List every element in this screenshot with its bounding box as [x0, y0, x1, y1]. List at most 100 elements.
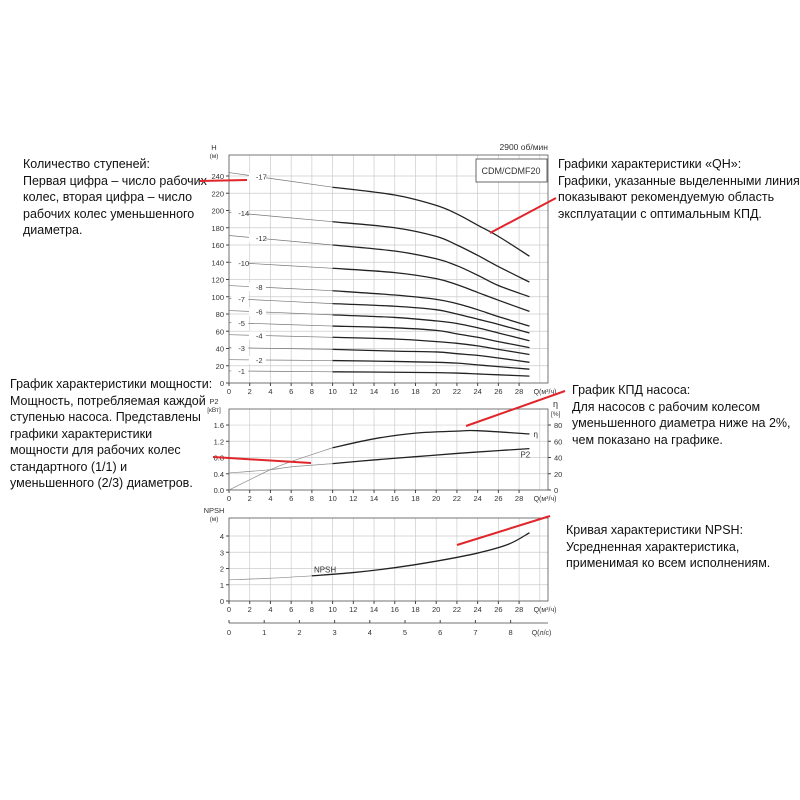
stage-label-bg: [248, 355, 266, 364]
qh-curve--7: [332, 303, 530, 334]
npsh-xtick-label: 8: [310, 605, 314, 614]
stages-annotation: Количество ступеней: Первая цифра – число…: [23, 156, 207, 239]
power-frame: [228, 408, 549, 491]
npsh-yunit: (м): [210, 516, 219, 523]
qh-ytick-label: 20: [216, 362, 224, 371]
npsh-ytick-label: 0: [220, 597, 224, 606]
stage-label-bg: [231, 367, 249, 376]
npsh-xtick-label: 4: [268, 605, 272, 614]
q-ls-tick-label: 4: [368, 628, 372, 637]
npsh-xtick-label: 12: [349, 605, 357, 614]
qh-curve--12: [332, 244, 530, 298]
npsh-curve: [311, 532, 530, 577]
npsh-xtick-label: 26: [494, 605, 502, 614]
qh-curve--3: [332, 348, 530, 363]
qh-curve-thin--8: [228, 285, 333, 292]
power-yunit: [кВт]: [207, 407, 221, 414]
qh-xtick-label: 0: [227, 387, 231, 396]
annotation-line: колес, вторая цифра – число: [23, 190, 193, 204]
npsh-xtick-label: 10: [328, 605, 336, 614]
qh-ylabel: H: [211, 143, 216, 152]
stage-label-bg: [248, 172, 266, 181]
annotation-line: чем показано на графике.: [572, 432, 723, 447]
power-xtick-label: 0: [227, 494, 231, 503]
npsh-xtick-label: 22: [453, 605, 461, 614]
series-label: P2: [520, 451, 530, 460]
annotation-line: Первая цифра – число рабочих: [23, 173, 207, 188]
power-xtick-label: 26: [494, 494, 502, 503]
power-xtick-label: 10: [328, 494, 336, 503]
stage-label: -14: [238, 209, 249, 218]
speed-label: 2900 об/мин: [499, 142, 548, 152]
power-ytick-label: 0.4: [214, 470, 224, 479]
curve-thin-P2: [228, 463, 333, 474]
npsh-ytick-label: 1: [220, 581, 224, 590]
qh-ytick-label: 200: [211, 207, 224, 216]
stage-label-bg: [248, 282, 266, 291]
annotation-pointer: [456, 515, 551, 546]
qh-xtick-label: 26: [494, 387, 502, 396]
qh-curve-thin--17: [228, 172, 333, 188]
annotation-line: уменьшенного (2/3) диаметров.: [10, 476, 193, 490]
power-xtick-label: 4: [268, 494, 272, 503]
annotation-line: График КПД насоса:: [572, 383, 691, 397]
stage-label: -12: [256, 234, 267, 243]
stage-label: -6: [256, 308, 263, 317]
stage-label: -7: [238, 295, 245, 304]
stage-label: -10: [238, 259, 249, 268]
annotation-line: диаметра.: [23, 223, 83, 237]
q-ls-tick-label: 8: [509, 628, 513, 637]
eta-ylabel: η: [553, 399, 558, 409]
annotation-line: Усредненная характеристика,: [566, 539, 740, 554]
stage-label-bg: [248, 307, 266, 316]
qh-curve-thin--4: [228, 334, 333, 338]
eta-ytick-label: 20: [554, 470, 562, 479]
npsh-ytick-label: 4: [220, 532, 224, 541]
series-label: η: [533, 430, 537, 439]
annotation-line: Количество ступеней:: [23, 157, 150, 171]
curve-p2: [332, 447, 530, 465]
qh-xtick-label: 18: [411, 387, 419, 396]
qh-annotation: Графики характеристики «QH»: Графики, ука…: [558, 156, 800, 222]
qh-curve--1: [332, 371, 530, 377]
annotation-line: График характеристики мощности:: [10, 377, 213, 391]
qh-ytick-label: 180: [211, 224, 224, 233]
qh-xtick-label: 20: [432, 387, 440, 396]
stage-label-bg: [231, 318, 249, 327]
npsh-ytick-label: 2: [220, 565, 224, 574]
stage-label-bg: [248, 331, 266, 340]
npsh-xtick-label: 16: [391, 605, 399, 614]
qh-ytick-label: 100: [211, 293, 224, 302]
qh-ytick-label: 60: [216, 327, 224, 336]
q-ls-tick-label: 1: [262, 628, 266, 637]
stage-label: -4: [256, 331, 263, 340]
annotation-line: Графики характеристики «QH»:: [558, 157, 742, 171]
eta-ytick-label: 80: [554, 421, 562, 430]
npsh-frame: [228, 517, 549, 602]
qh-curve--10: [332, 267, 530, 313]
qh-ytick-label: 140: [211, 258, 224, 267]
qh-curve--6: [332, 314, 530, 342]
power-ylabel: P2: [209, 397, 218, 406]
qh-xtick-label: 16: [391, 387, 399, 396]
q-ls-tick-label: 2: [297, 628, 301, 637]
qh-xtick-label: 10: [328, 387, 336, 396]
qh-ytick-label: 160: [211, 241, 224, 250]
eta-ytick-label: 60: [554, 437, 562, 446]
npsh-ylabel: NPSH: [204, 506, 225, 515]
npsh-xtick-label: 2: [248, 605, 252, 614]
power-xlabel: Q(м³/ч): [534, 496, 557, 503]
qh-yunit: (м): [210, 153, 219, 160]
qh-curve-thin--2: [228, 359, 333, 361]
power-xtick-label: 24: [473, 494, 481, 503]
npsh-xtick-label: 0: [227, 605, 231, 614]
stage-label: -1: [238, 367, 245, 376]
qh-xtick-label: 4: [268, 387, 272, 396]
annotation-line: стандартного (1/1) и: [10, 459, 128, 474]
annotation-pointer: [212, 456, 312, 464]
qh-ytick-label: 240: [211, 172, 224, 181]
npsh-xtick-label: 20: [432, 605, 440, 614]
qh-curve--2: [332, 359, 530, 370]
power-xtick-label: 28: [515, 494, 523, 503]
qh-curve--5: [332, 325, 530, 349]
